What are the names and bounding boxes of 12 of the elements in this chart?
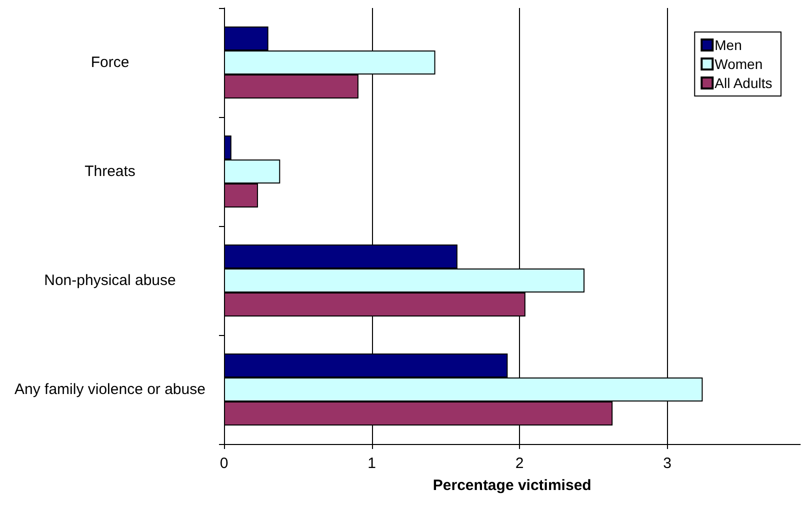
x-axis-title: Percentage victimised [432,477,592,494]
legend-label: All Adults [714,75,772,91]
legend-label: Women [714,56,763,72]
x-tick-label: 0 [220,455,228,472]
x-tick-label: 3 [663,455,672,472]
x-tick-label: 1 [368,455,376,472]
y-tick-label: Any family violence or abuse [14,381,206,398]
legend-label: Men [714,37,742,53]
y-tick-label: Threats [84,163,136,180]
y-tick-label: Non-physical abuse [44,272,176,289]
x-tick-label: 2 [515,455,524,472]
y-tick-label: Force [90,54,130,71]
